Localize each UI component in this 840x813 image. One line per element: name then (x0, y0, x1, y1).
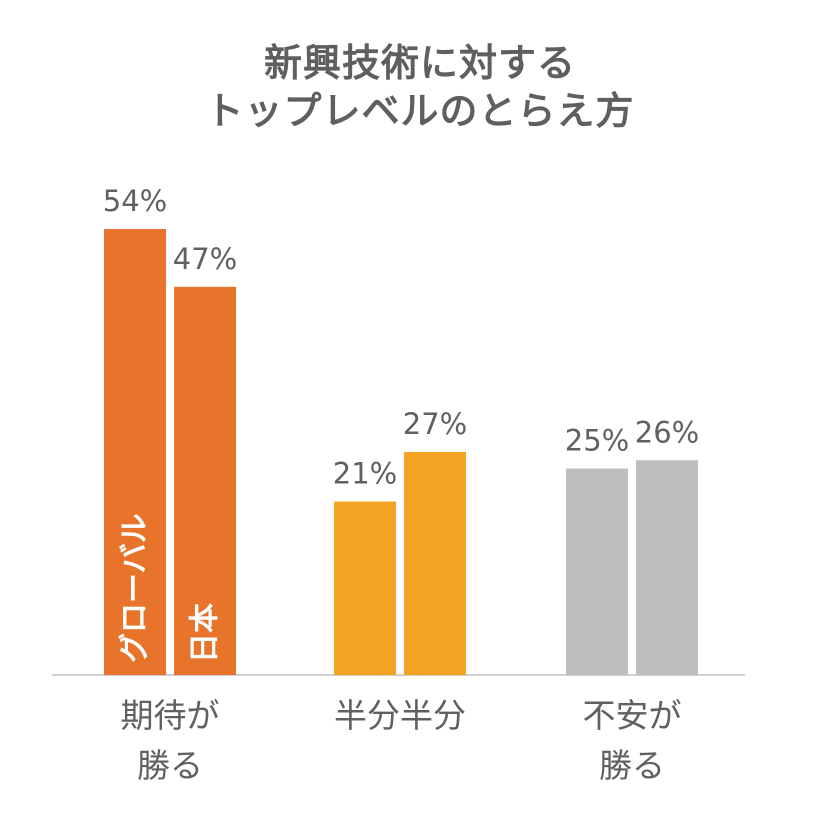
chart-title-line-1: 新興技術に対する (263, 41, 576, 85)
data-label-global-1: 21% (333, 457, 397, 491)
legend-label-japan: 日本 (188, 603, 223, 663)
category-label-2-line-0: 不安が (583, 696, 682, 735)
data-label-japan-2: 26% (635, 415, 699, 449)
category-label-0-line-0: 期待が (121, 696, 220, 735)
chart-title-line-2: トップレベルのとらえ方 (205, 89, 635, 133)
data-label-global-2: 25% (565, 424, 629, 458)
category-label-0-line-1: 勝る (137, 746, 203, 785)
category-label-2-line-1: 勝る (599, 746, 665, 785)
bar-japan-1 (404, 452, 466, 675)
bar-global-1 (334, 501, 396, 675)
data-label-japan-1: 27% (403, 407, 467, 441)
bar-global-0 (104, 229, 166, 675)
bar-japan-2 (636, 460, 698, 675)
category-label-1-line-0: 半分半分 (334, 696, 466, 735)
legend-label-global: グローバル (118, 513, 153, 663)
bar-global-2 (566, 468, 628, 675)
data-label-japan-0: 47% (173, 242, 237, 276)
bar-japan-0 (174, 286, 236, 675)
data-label-global-0: 54% (103, 184, 167, 218)
